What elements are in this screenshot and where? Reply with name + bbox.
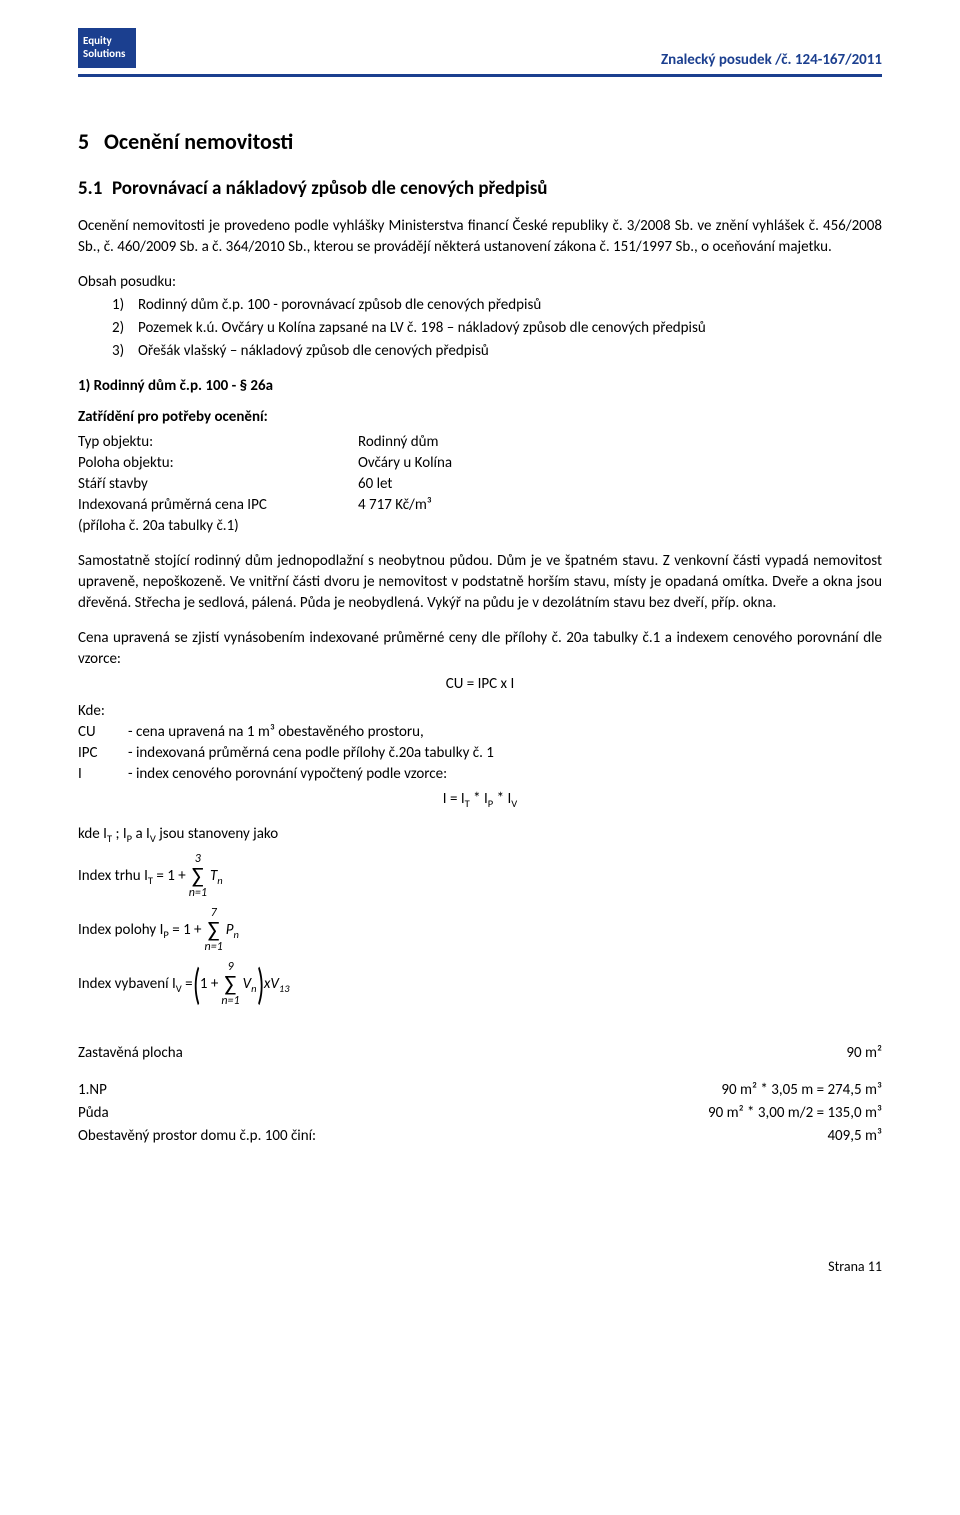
section-heading: 5Ocenění nemovitosti: [78, 127, 882, 158]
logo-line1: Equity: [83, 35, 131, 48]
list-item: 1)Rodinný dům č.p. 100 - porovnávací způ…: [112, 295, 882, 316]
list-item: 3)Ořešák vlašský – nákladový způsob dle …: [112, 341, 882, 362]
zatrideni-title: Zatřídění pro potřeby ocenění:: [78, 407, 882, 428]
subsection-num: 5.1: [78, 176, 112, 203]
subsection-heading: 5.1Porovnávací a nákladový způsob dle ce…: [78, 176, 882, 203]
index-trhu-formula: Index trhu IT = 1 + 3 ∑ n=1 Tn: [78, 853, 882, 899]
page-number: Strana 11: [78, 1257, 882, 1277]
header-divider: [78, 74, 882, 77]
table-row: Indexovaná průměrná cena IPC4 717 Kč/m³: [78, 495, 882, 516]
table-row: Půda 90 m² * 3,00 m/2 = 135,0 m³: [78, 1103, 882, 1124]
sigma-icon: 3 ∑ n=1: [189, 853, 207, 899]
section-num: 5: [78, 127, 104, 158]
table-row: Zastavěná plocha 90 m²: [78, 1043, 882, 1064]
subsection-title-text: Porovnávací a nákladový způsob dle cenov…: [112, 177, 547, 200]
table-row: (příloha č. 20a tabulky č.1): [78, 516, 882, 537]
obsah-list: 1)Rodinný dům č.p. 100 - porovnávací způ…: [78, 295, 882, 362]
intro-paragraph: Ocenění nemovitosti je provedeno podle v…: [78, 216, 882, 258]
table-row: 1.NP 90 m² * 3,05 m = 274,5 m³: [78, 1080, 882, 1101]
subject-heading: 1) Rodinný dům č.p. 100 - § 26a: [78, 376, 882, 397]
table-row: Stáří stavby60 let: [78, 474, 882, 495]
kde-stanoveny: kde IT ; IP a IV jsou stanoveny jako: [78, 824, 882, 845]
definitions: Kde: CU- cena upravená na 1 m³ obestavěn…: [78, 701, 882, 810]
table-row: Typ objektu:Rodinný dům: [78, 432, 882, 453]
formula-i: I = IT * IP * IV: [78, 789, 882, 810]
list-item: 2)Pozemek k.ú. Ovčáry u Kolína zapsané n…: [112, 318, 882, 339]
logo-line2: Solutions: [83, 48, 131, 61]
index-vybaveni-formula: Index vybavení IV = ( 1 + 9 ∑ n=1 Vn ) x…: [78, 961, 882, 1007]
logo: Equity Solutions: [78, 28, 136, 68]
description-paragraph: Samostatně stojící rodinný dům jednopodl…: [78, 551, 882, 614]
obsah-label: Obsah posudku:: [78, 272, 882, 293]
sigma-icon: 9 ∑ n=1: [221, 961, 239, 1007]
doc-reference: Znalecký posudek /č. 124-167/2011: [661, 50, 882, 71]
kde-label: Kde:: [78, 701, 882, 722]
table-row: Obestavěný prostor domu č.p. 100 činí: 4…: [78, 1126, 882, 1147]
price-paragraph: Cena upravená se zjistí vynásobením inde…: [78, 628, 882, 670]
classification-table: Typ objektu:Rodinný dům Poloha objektu:O…: [78, 432, 882, 537]
table-row: Poloha objektu:Ovčáry u Kolína: [78, 453, 882, 474]
formula-cu: CU = IPC x I: [78, 674, 882, 695]
sigma-icon: 7 ∑ n=1: [205, 907, 223, 953]
def-row: IPC- indexovaná průměrná cena podle příl…: [78, 743, 882, 764]
def-row: CU- cena upravená na 1 m³ obestavěného p…: [78, 722, 882, 743]
def-row: I- index cenového porovnání vypočtený po…: [78, 764, 882, 785]
index-polohy-formula: Index polohy IP = 1 + 7 ∑ n=1 Pn: [78, 907, 882, 953]
area-table: Zastavěná plocha 90 m² 1.NP 90 m² * 3,05…: [78, 1043, 882, 1147]
section-title-text: Ocenění nemovitosti: [104, 128, 293, 155]
